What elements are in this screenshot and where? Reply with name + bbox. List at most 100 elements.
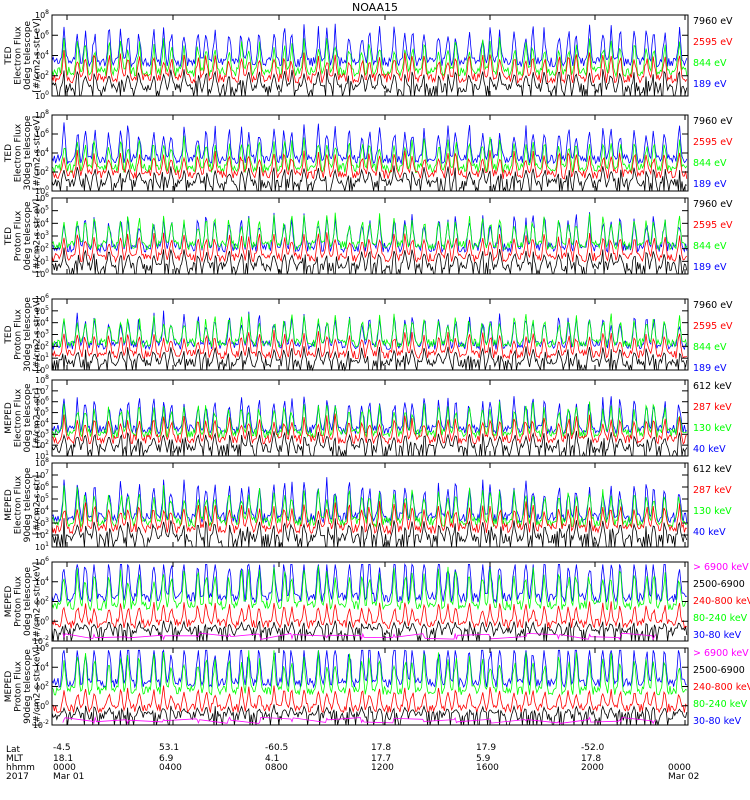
y-tick-label: 105 — [35, 493, 49, 504]
series-line-black — [51, 619, 688, 642]
series-line-red — [51, 501, 687, 536]
series-line-black — [51, 704, 688, 726]
panel-frame — [51, 114, 689, 192]
legend-entry: 287 keV — [693, 402, 732, 413]
x-tick-label: 6.9 — [159, 754, 174, 764]
y-axis-label: 0deg telescope — [23, 383, 33, 453]
legend: 7960 eV 2595 eV 844 eV 189 eV — [693, 16, 733, 90]
y-axis-label: [#/cm2-s-str] — [33, 475, 43, 535]
y-tick-label: 105 — [35, 407, 49, 418]
x-tick-label: 17.9 — [476, 743, 496, 753]
legend-entry: 844 eV — [693, 158, 727, 169]
x-tick-label: 5.9 — [476, 754, 491, 764]
legend-entry: > 6900 keV — [693, 562, 749, 573]
series-line-green — [51, 484, 687, 529]
y-tick-label: 104 — [35, 50, 49, 61]
y-tick-label: 104 — [35, 505, 49, 516]
x-tick-label: -52.0 — [581, 743, 605, 753]
x-tick-label: 17.8 — [581, 754, 601, 764]
y-tick-label: 101 — [35, 255, 49, 266]
y-axis-label: [#/cm2-s-str-eV] — [33, 297, 43, 372]
legend-entry: 2595 eV — [693, 321, 733, 332]
y-axis-label: [#/cm2-s-str-eV] — [33, 116, 43, 191]
y-tick-label: 106 — [35, 481, 49, 492]
legend-entry: 189 eV — [693, 179, 727, 190]
x-tick-label: 1600 — [476, 763, 499, 773]
legend-entry: 2500-6900 — [693, 579, 745, 590]
y-axis-label: [#/cm2-s-str-eV] — [33, 18, 43, 93]
legend-entry: > 6900 keV — [693, 648, 749, 659]
series-line-green — [51, 135, 688, 174]
legend-entry: 844 eV — [693, 58, 727, 69]
x-tick-label: 17.7 — [371, 754, 391, 764]
y-axis-label: 30deg telescope — [23, 115, 33, 190]
panel-2: TED Electron Flux 30deg telescope [#/cm2-s-… — [4, 109, 733, 196]
y-axis-label: 90deg telescope — [23, 649, 33, 724]
y-axis-label: 30deg telescope — [23, 297, 33, 372]
panel-frame — [51, 462, 689, 548]
series-line-black — [51, 247, 688, 276]
legend-entry: 189 eV — [693, 363, 727, 374]
y-tick-label: 101 — [35, 352, 49, 363]
y-axis-label: TED — [4, 144, 14, 163]
legend-entry: 2595 eV — [693, 220, 733, 231]
legend-entry: 130 keV — [693, 506, 732, 517]
series-line-green — [51, 650, 688, 697]
series-line-red — [51, 413, 687, 445]
y-axis-label: [#/cm2-s-str-keV] — [33, 562, 43, 641]
y-axis-label: 90deg telescope — [23, 467, 33, 542]
y-tick-label: 104 — [35, 576, 49, 587]
y-tick-label: 104 — [35, 317, 49, 328]
panel-frame — [51, 197, 689, 275]
series-line-red — [51, 601, 688, 630]
legend-entry: 7960 eV — [693, 16, 733, 27]
y-tick-label: 100 — [35, 364, 49, 375]
y-tick-label: 103 — [35, 517, 49, 528]
y-tick-label: 102 — [35, 70, 49, 81]
legend-entry: 844 eV — [693, 241, 727, 252]
x-tick-label: 53.1 — [159, 743, 179, 753]
y-tick-label: 103 — [35, 230, 49, 241]
legend: 612 keV 287 keV 130 keV 40 keV — [693, 381, 732, 455]
panel-6: MEPED Electron Flux 90deg telescope [#/cm2-… — [4, 457, 732, 552]
panel-frame — [51, 379, 689, 457]
series-line-black — [51, 518, 688, 549]
series-line-black — [51, 68, 688, 98]
panel-frame — [51, 561, 689, 642]
y-tick-label: 106 — [35, 29, 49, 40]
y-tick-label: 102 — [35, 243, 49, 254]
y-axis-label: TED — [4, 46, 14, 65]
y-axis-label: MEPED — [4, 402, 14, 434]
x-tick-label: -4.5 — [53, 743, 71, 753]
y-axis-label: Proton Flux — [14, 576, 24, 627]
series-line-green — [51, 313, 688, 349]
y-tick-label: 106 — [35, 128, 49, 139]
legend-entry: 130 keV — [693, 423, 732, 434]
legend: 7960 eV 2595 eV 844 eV 189 eV — [693, 300, 733, 374]
series-line-red — [51, 50, 688, 85]
legend: 7960 eV 2595 eV 844 eV 189 eV — [693, 116, 733, 190]
panels: TED Electron Flux 0deg telescope [#/cm2-s-s… — [4, 9, 750, 730]
x-tick-label: 0000 — [53, 763, 76, 773]
legend-entry: 612 keV — [693, 381, 732, 392]
legend-entry: 189 eV — [693, 262, 727, 273]
y-axis-label: MEPED — [4, 489, 14, 521]
y-tick-label: 104 — [35, 661, 49, 672]
series-line-green — [51, 565, 687, 612]
panel-8: MEPED Proton Flux 90deg telescope [#/cm2-s-… — [4, 642, 750, 730]
legend-entry: 7960 eV — [693, 199, 733, 210]
x-tick-label: Mar 01 — [53, 772, 84, 782]
legend-entry: 40 keV — [693, 527, 726, 538]
y-tick-label: 108 — [35, 109, 49, 120]
y-tick-label: 104 — [35, 147, 49, 158]
y-tick-label: 101 — [35, 450, 49, 461]
y-axis-label: [#/cm2-s-str] — [33, 388, 43, 448]
series-line-blue — [51, 396, 688, 435]
legend-entry: 189 eV — [693, 79, 727, 90]
x-tick-label: 2000 — [581, 763, 604, 773]
panel-frame — [51, 298, 689, 371]
series-line-red — [52, 685, 688, 714]
panel-3: TED Proton Flux 0deg telescope [#/cm2-s-str… — [4, 192, 733, 279]
y-axis-label: TED — [4, 227, 14, 246]
